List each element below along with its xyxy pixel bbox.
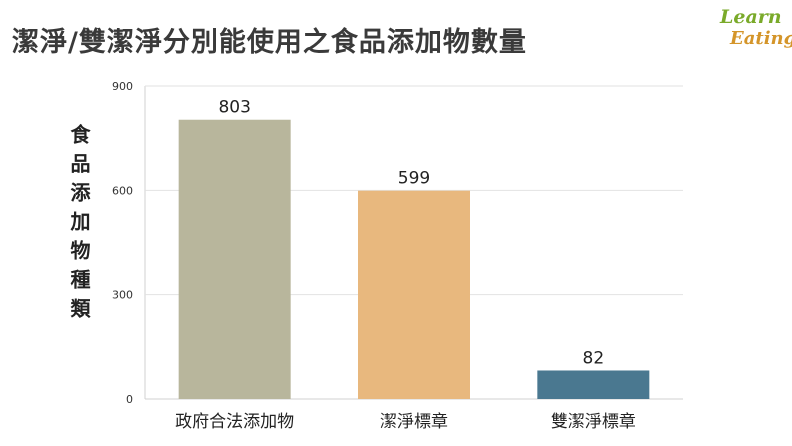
logo-line-1: Learn: [720, 6, 782, 28]
x-tick-label: 潔淨標章: [380, 412, 448, 432]
data-label: 82: [583, 348, 605, 368]
y-tick-label: 600: [112, 184, 133, 197]
y-tick-label: 300: [112, 289, 133, 302]
bar: [537, 370, 650, 399]
data-label: 599: [398, 169, 430, 189]
y-tick-label: 0: [126, 393, 133, 406]
y-axis-label: 食品添加物種類: [67, 124, 91, 327]
x-tick-label: 雙潔淨標章: [551, 412, 636, 432]
bar: [358, 190, 470, 399]
bars: [178, 119, 650, 400]
bar: [178, 119, 291, 400]
labels: 0 300 600 900 803 政府合法添加物 599 潔淨標章 82 雙潔淨標章: [112, 80, 636, 432]
chart-title: 潔淨/雙潔淨分別能使用之食品添加物數量: [12, 27, 527, 58]
learn-eating-logo: Learn Eating: [716, 6, 792, 52]
x-tick-label: 政府合法添加物: [175, 412, 294, 432]
data-label: 803: [218, 98, 250, 118]
logo-line-2: Eating: [730, 28, 792, 49]
y-tick-label: 900: [112, 80, 133, 93]
